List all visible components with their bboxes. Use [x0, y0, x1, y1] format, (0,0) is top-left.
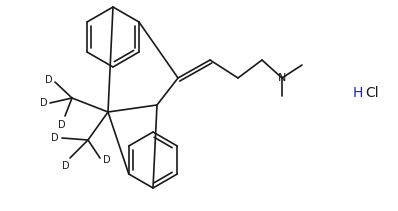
Text: N: N [278, 73, 286, 83]
Text: D: D [51, 133, 59, 143]
Text: H: H [353, 86, 363, 100]
Text: D: D [58, 120, 66, 130]
Text: D: D [62, 161, 70, 171]
Text: Cl: Cl [365, 86, 379, 100]
Text: D: D [103, 155, 111, 165]
Text: D: D [45, 75, 53, 85]
Text: D: D [40, 98, 48, 108]
